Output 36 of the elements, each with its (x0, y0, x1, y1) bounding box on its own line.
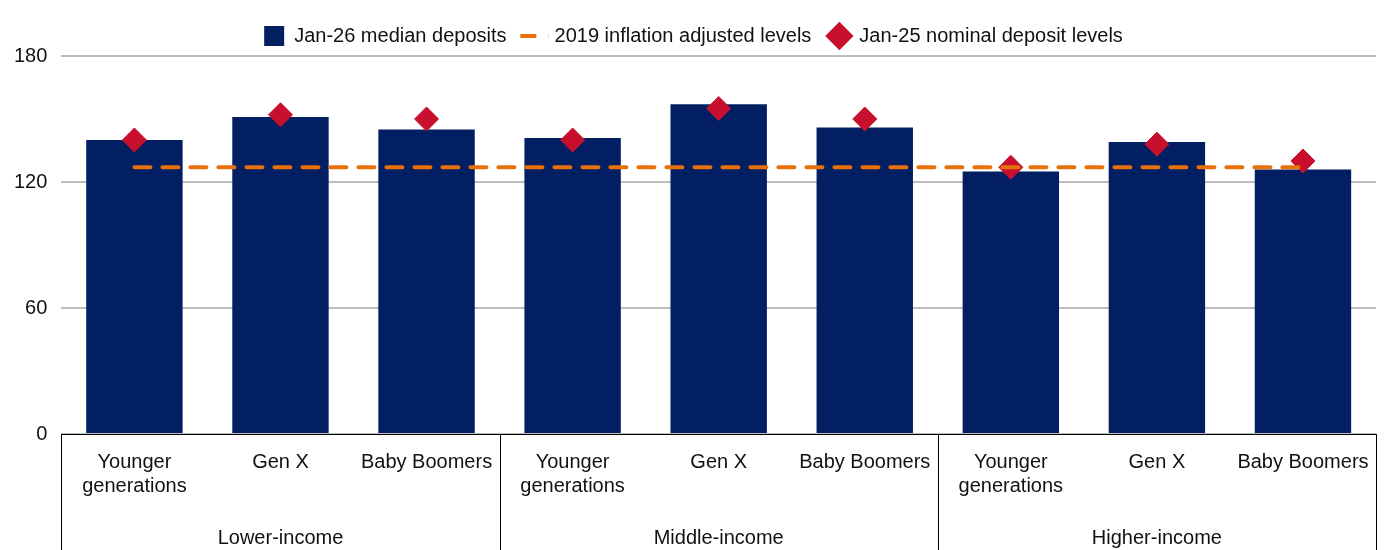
point (1144, 131, 1170, 157)
y-tick-label: 0 (36, 421, 48, 444)
bar (1108, 142, 1206, 433)
bar (378, 129, 475, 433)
x-tick-label: Gen X (690, 449, 748, 472)
bar (524, 137, 621, 433)
y-tick-label: 180 (13, 43, 48, 66)
bar (962, 171, 1060, 433)
x-tick-label: Baby Boomers (360, 449, 493, 472)
y-tick-label: 60 (25, 295, 48, 318)
x-tick-label: Baby Boomers (1237, 449, 1369, 472)
point (414, 106, 440, 132)
point (267, 102, 293, 128)
text: Higher-income (1091, 525, 1222, 548)
bar (1254, 169, 1352, 433)
point (706, 96, 732, 121)
point (852, 106, 878, 132)
legend-label: Jan-25 nominal deposit levels (859, 23, 1123, 46)
x-tick-label: Younger generations (520, 449, 625, 496)
point (121, 127, 147, 153)
x-tick-label: Baby Boomers (799, 449, 931, 472)
legend-label: 2019 inflation adjusted levels (554, 23, 812, 46)
text: Lower-income (217, 525, 344, 548)
x-tick-label: Gen X (252, 449, 309, 472)
legend-label: Jan-26 median deposits (294, 23, 507, 46)
x-tick-label: Younger generations (958, 449, 1064, 496)
bar (670, 104, 767, 433)
y-tick-label: 120 (13, 169, 48, 192)
bar (232, 116, 329, 433)
bar (816, 127, 913, 433)
point (1290, 148, 1316, 174)
x-tick-label: Younger generations (82, 449, 187, 496)
bar (86, 140, 183, 433)
x-tick-label: Gen X (1128, 449, 1186, 472)
text: Middle-income (653, 525, 784, 548)
point (560, 127, 586, 153)
